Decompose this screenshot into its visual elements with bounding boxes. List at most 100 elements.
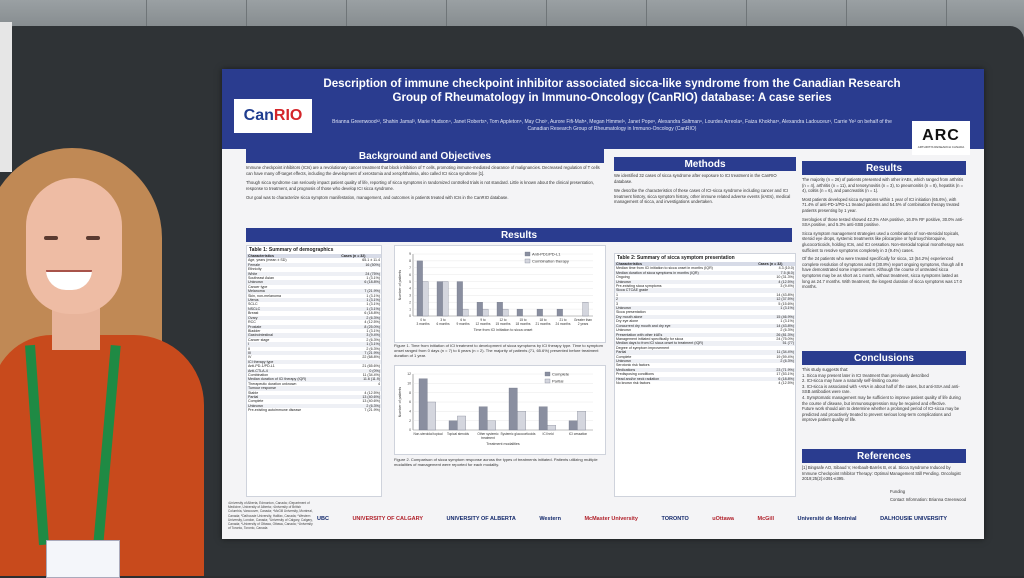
x-tick-label: 0 to: [420, 318, 426, 322]
table1-cell: 1 (3.1%): [366, 302, 380, 307]
table1-row: Melanoma 7 (21.9%): [247, 289, 381, 294]
table2-cell: Unknown: [616, 328, 631, 333]
name-badge: [46, 540, 120, 578]
bar-anti-pd1-pd-l1: [416, 260, 423, 317]
results-center-heading: Results: [246, 228, 792, 242]
bar-anti-pd1-pd-l1: [536, 308, 543, 317]
y-axis-label: Number of patients: [398, 270, 402, 301]
table2-cell: Sicca presentation: [616, 310, 646, 315]
table2-cell: Dry eye alone: [616, 319, 639, 324]
table2-cell: 6 (18.8%): [757, 376, 795, 381]
table1-cell: 3 (9.4%): [340, 333, 381, 338]
table1-cell: 11 (34.4%): [362, 372, 380, 377]
table2-cell: Management initiated specifically for si…: [616, 336, 684, 341]
x-tick-label: Greater than: [574, 318, 592, 322]
table2-cell: 1 (3.1%): [780, 319, 794, 324]
y-tick-label: 8: [409, 391, 411, 395]
x-tick-label: 12 to: [499, 318, 506, 322]
x-tick-label: 18 months: [516, 322, 531, 326]
table2-row: Dry eye alone 1 (3.1%): [615, 319, 795, 323]
table1-cell: Bladder: [248, 328, 261, 333]
research-poster: CanRIO Description of immune checkpoint …: [222, 69, 984, 539]
table2-row: No known risk factors 4 (12.5%): [615, 381, 795, 385]
table1-cell: 16 (50%): [340, 262, 381, 268]
table2-cell: 11 (34.4%): [757, 350, 795, 355]
table1-cell: 2 (6.3%): [366, 346, 380, 351]
table1-row: Southeast Asian 1 (3.1%): [247, 276, 381, 280]
x-tick-label: 3 months: [416, 322, 430, 326]
table2-cell: 15 (46.9%): [757, 314, 795, 320]
poster-banner: [222, 69, 984, 149]
table2-cell: Complete: [616, 354, 632, 359]
table2-cell: 12 (37.5%): [757, 297, 795, 302]
table1-cell: Therapeutic duration unknown: [248, 381, 297, 386]
figure1-caption: Figure 1. Time from initiation of ICI tr…: [394, 343, 603, 359]
references-heading: References: [802, 449, 966, 463]
table2-cell: 23 (71.9%): [757, 367, 795, 373]
y-axis-label: Number of patients: [398, 387, 402, 418]
y-tick-label: 3: [409, 294, 411, 298]
mcgill-logo: McGill: [757, 516, 775, 522]
y-tick-label: 8: [409, 259, 411, 263]
references-text: [1] Bingsafe AO, Sibaud V, Herbault-Barr…: [802, 465, 961, 482]
table1-cell: 22 (68.8%): [362, 355, 380, 360]
table2-row: Partial 11 (34.4%): [615, 350, 795, 355]
x-axis-label: Treatment modalities: [486, 442, 520, 446]
mcmaster-logo: McMaster University: [584, 516, 638, 522]
x-tick-label: Other systemic: [477, 432, 499, 436]
legend-entry: Complete: [552, 372, 570, 377]
x-tick-label: 3 to: [440, 318, 446, 322]
table1-cell: Tumour response: [247, 386, 341, 391]
table2-row: Unknown 2 (6.3%): [615, 328, 795, 332]
table1-cell: Melanoma: [247, 289, 341, 294]
table2-cell: Unknown: [615, 358, 758, 364]
bar-partial: [427, 401, 436, 431]
table2-row: Management initiated specifically for si…: [615, 337, 795, 341]
table1-cell: 1 (3.1%): [366, 276, 380, 281]
table1-cell: Breast: [248, 311, 259, 316]
table2-cell: Partial: [615, 350, 758, 355]
table2-cell: 4.3 (10.0): [778, 266, 794, 271]
table1-cell: Ethnicity: [248, 267, 262, 272]
ubc-logo: UBC: [317, 516, 329, 522]
legend-swatch: [544, 378, 551, 384]
table2-cell: Unknown: [615, 279, 758, 285]
x-tick-label: 9 to: [480, 318, 486, 322]
table2-cell: Median time from ICI initiation to sicca…: [616, 266, 713, 271]
y-tick-label: 7: [409, 266, 411, 270]
table2-cell: 3: [616, 301, 618, 306]
table2-row: Medications 23 (71.9%): [615, 367, 795, 373]
table2-cell: 2 (6.3%): [757, 358, 795, 364]
table2-cell: 2: [615, 297, 758, 302]
montreal-logo: Université de Montréal: [797, 516, 857, 522]
bar-anti-pd1-pd-l1: [456, 281, 463, 317]
person-smile: [46, 270, 92, 290]
table1-cell: 6 (18.8%): [364, 311, 380, 316]
table2-cell: Head and/or neck radiation: [615, 376, 758, 381]
results-right-heading: Results: [802, 161, 966, 175]
table2-cell: 5 (15.6%): [778, 301, 794, 306]
table2-row: Pre-existing sicca symptoms 3 (9.4%): [615, 284, 795, 288]
table1-cell: 2 (6.3%): [340, 315, 381, 321]
table2-cell: Median duration of sicca symptoms in mon…: [615, 270, 758, 276]
table2-cell: Sicca CTCAE grade: [615, 288, 758, 293]
table1-cell: II: [248, 346, 250, 351]
table1-row: Female 16 (50%): [247, 262, 381, 268]
table2-cell: 14 (43.8%): [757, 323, 795, 329]
table1-cell: 1 (3.1%): [366, 328, 380, 333]
bar-partial: [547, 425, 556, 431]
table1-cell: NSCLC: [247, 306, 341, 312]
table1-cell: SCLC: [248, 302, 258, 307]
dalhousie-logo: DALHOUSIE UNIVERSITY: [880, 516, 947, 522]
table2-cell: 7.5 (8.0): [757, 270, 795, 276]
background-text: Immune checkpoint inhibitors (ICIs) are …: [246, 165, 600, 201]
table1-cell: ICI therapy type: [247, 359, 341, 365]
table1-row: Partial 13 (40.6%): [247, 395, 381, 400]
table1-cell: Pre-existing autoimmune disease: [248, 408, 302, 413]
y-tick-label: 1: [409, 307, 411, 311]
x-tick-label: 21 to: [559, 318, 566, 322]
table1-cell: Southeast Asian: [248, 276, 274, 281]
y-tick-label: 5: [409, 280, 411, 284]
table2-row: Unknown 2 (6.3%): [615, 358, 795, 364]
table2-cell: 4 (12.5%): [757, 279, 795, 285]
